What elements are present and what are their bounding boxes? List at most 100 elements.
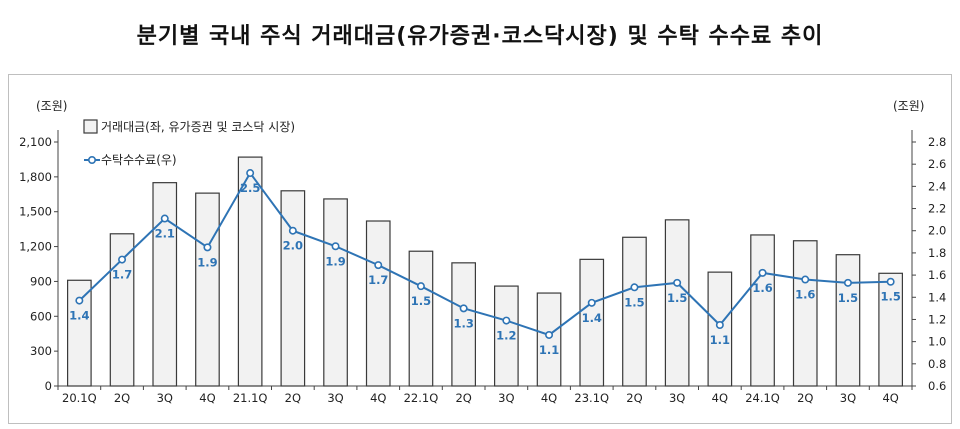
- fee-point: [288, 226, 297, 235]
- right-axis-tick-label: 1.6: [928, 268, 946, 282]
- legend: 거래대금(좌, 유가증권 및 코스닥 시장) 수탁수수료(우): [83, 119, 295, 167]
- fee-point: [758, 268, 767, 277]
- x-axis-tick-label: 2Q: [114, 391, 130, 405]
- axes: 0 300 600 900 1,200 1,500 1,800 2,100 0.6 0.8 1.0 1…: [19, 130, 946, 405]
- left-axis-tick-label: 600: [30, 309, 52, 323]
- legend-bar-label: 거래대금(좌, 유가증권 및 코스닥 시장): [101, 120, 295, 134]
- fee-point: [801, 275, 810, 284]
- fee-data-label: 2.0: [283, 239, 303, 253]
- fee-data-label: 1.5: [667, 291, 687, 305]
- right-axis-unit: (조원): [893, 99, 924, 113]
- bar: [280, 190, 306, 387]
- fee-data-label: 1.6: [752, 281, 772, 295]
- fee-point: [374, 261, 383, 270]
- right-axis-tick-label: 2.0: [928, 224, 946, 238]
- x-axis-tick-label: 2Q: [285, 391, 301, 405]
- bar: [707, 271, 733, 387]
- fee-point: [160, 214, 169, 223]
- fee-data-label: 2.5: [240, 181, 260, 195]
- left-axis-tick-label: 900: [30, 274, 52, 288]
- left-axis-tick-label: 2,100: [19, 135, 52, 149]
- bar: [792, 240, 818, 387]
- bar: [835, 254, 861, 387]
- fee-point: [331, 242, 340, 251]
- x-axis-tick-label: 4Q: [199, 391, 215, 405]
- bar: [579, 258, 605, 387]
- x-axis-tick-label: 4Q: [541, 391, 557, 405]
- fee-data-label: 1.9: [197, 255, 217, 269]
- fee-data-label: 1.3: [453, 316, 473, 330]
- left-axis-unit: (조원): [36, 99, 67, 113]
- right-axis-tick-label: 0.8: [928, 357, 946, 371]
- fee-data-label: 1.1: [710, 333, 730, 347]
- x-axis-tick-label: 3Q: [157, 391, 173, 405]
- bar: [494, 285, 519, 387]
- fee-data-label: 2.1: [155, 227, 175, 241]
- x-axis-tick-label: 2Q: [797, 391, 813, 405]
- x-axis-tick-label: 3Q: [669, 391, 685, 405]
- legend-line-marker: [88, 156, 97, 165]
- fee-point: [630, 283, 639, 292]
- fee-data-label: 1.1: [539, 343, 559, 357]
- x-axis-tick-label: 4Q: [712, 391, 728, 405]
- x-axis-tick-label: 3Q: [840, 391, 856, 405]
- fee-point: [416, 282, 425, 291]
- fee-point: [502, 316, 511, 325]
- right-axis-tick-label: 0.6: [928, 379, 946, 393]
- left-axis-tick-label: 1,200: [19, 240, 52, 254]
- bar: [664, 219, 690, 387]
- fee-data-label: 1.7: [368, 273, 388, 287]
- fee-data-label: 1.4: [69, 309, 89, 323]
- left-axis-tick-label: 1,800: [19, 170, 52, 184]
- legend-line-label: 수탁수수료(우): [101, 153, 177, 167]
- fee-point: [459, 304, 468, 313]
- x-axis-tick-label: 4Q: [882, 391, 898, 405]
- x-axis-tick-label: 22.1Q: [404, 391, 439, 405]
- legend-bar-swatch: [83, 119, 98, 134]
- bar: [536, 292, 562, 387]
- fee-point: [545, 330, 554, 339]
- x-axis-tick-label: 20.1Q: [62, 391, 97, 405]
- fee-point: [587, 298, 596, 307]
- left-axis-tick-label: 300: [30, 344, 52, 358]
- left-axis-tick-label: 1,500: [19, 205, 52, 219]
- fee-point: [246, 169, 255, 178]
- fee-point: [886, 277, 895, 286]
- fee-data-label: 1.5: [880, 290, 900, 304]
- fee-data-label: 1.6: [795, 288, 815, 302]
- x-axis-tick-label: 2Q: [455, 391, 471, 405]
- x-axis-tick-label: 21.1Q: [233, 391, 268, 405]
- bar: [323, 198, 348, 387]
- bar: [237, 156, 263, 387]
- bar: [109, 233, 135, 387]
- left-axis-tick-label: 0: [45, 379, 52, 393]
- bar: [408, 250, 434, 387]
- bar: [622, 236, 647, 387]
- right-axis-tick-label: 1.8: [928, 246, 946, 260]
- right-axis-tick-label: 2.8: [928, 135, 946, 149]
- bars: [67, 156, 903, 387]
- x-axis-tick-label: 24.1Q: [745, 391, 780, 405]
- fee-line-path: [78, 171, 891, 337]
- right-axis-tick-label: 1.4: [928, 290, 946, 304]
- right-axis-tick-label: 1.0: [928, 335, 946, 349]
- bar: [67, 279, 92, 387]
- fee-point: [118, 255, 127, 264]
- bar: [152, 182, 178, 387]
- right-axis-tick-label: 2.2: [928, 202, 946, 216]
- fee-data-label: 1.5: [838, 291, 858, 305]
- fee-data-label: 1.5: [411, 294, 431, 308]
- right-axis-tick-label: 2.6: [928, 157, 946, 171]
- fee-point: [673, 278, 682, 287]
- fee-data-label: 1.2: [496, 329, 516, 343]
- fee-point: [75, 296, 84, 305]
- fee-data-label: 1.7: [112, 268, 132, 282]
- fee-line: 1.4 1.7 2.1 1.9 2.5 2.0 1.9 1.7 1.5 1.3 1.2 1.1 1.4 1…: [69, 169, 901, 357]
- x-axis-tick-label: 4Q: [370, 391, 386, 405]
- x-axis-tick-label: 2Q: [626, 391, 642, 405]
- bar: [451, 262, 476, 387]
- right-axis-tick-label: 2.4: [928, 179, 946, 193]
- chart-frame: [8, 74, 952, 424]
- fee-data-label: 1.5: [624, 295, 644, 309]
